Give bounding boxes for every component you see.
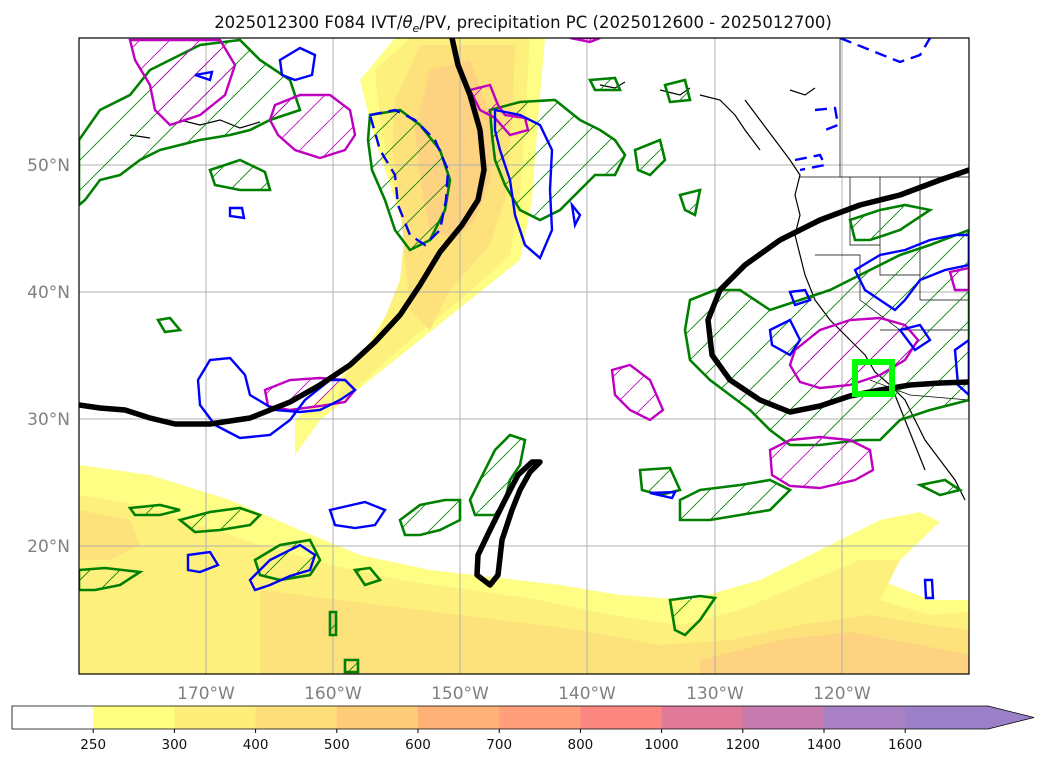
precip-area <box>678 478 793 522</box>
colorbar-segment <box>742 706 825 729</box>
lon-label: 130°W <box>686 684 744 704</box>
theta-neg-contour <box>788 288 812 307</box>
theta-neg-contour <box>953 338 969 397</box>
colorbar-tick-label: 700 <box>486 737 512 753</box>
theta-pos-area <box>128 38 237 127</box>
precip-area <box>398 498 462 537</box>
colorbar-segment <box>93 706 175 729</box>
colorbar-tick-label: 1400 <box>807 737 841 753</box>
precip-area <box>352 566 383 587</box>
lat-label: 40°N <box>27 283 70 303</box>
colorbar-segment <box>12 706 94 729</box>
theta-neg-contour <box>923 578 935 600</box>
precip-area <box>177 506 263 534</box>
theta-neg-contour <box>368 108 450 247</box>
lat-labels: 50°N 40°N 30°N 20°N <box>27 156 70 557</box>
theta-neg-contour <box>794 153 827 172</box>
colorbar-extend-arrow <box>988 706 1034 729</box>
colorbar-segment <box>905 706 988 729</box>
colorbar-tick-label: 600 <box>405 737 431 753</box>
lon-label: 150°W <box>431 684 489 704</box>
theta-neg-contours <box>186 38 969 600</box>
precip-area <box>633 138 667 177</box>
pv-contour <box>705 167 969 415</box>
colorbar-tick-label: 1600 <box>888 737 922 753</box>
precip-area <box>253 538 322 582</box>
pv-contour <box>474 459 543 588</box>
lon-labels: 170°W 160°W 150°W 140°W 130°W 120°W <box>177 684 871 704</box>
colorbar-segment <box>824 706 906 729</box>
ivt-south-400 <box>79 510 140 560</box>
precip-area <box>668 594 718 637</box>
theta-neg-contour <box>493 108 554 260</box>
colorbar-tick-label: 800 <box>568 737 594 753</box>
theta-neg-contour <box>853 233 969 312</box>
theta-pos-area <box>268 93 357 160</box>
precip-area <box>343 658 360 674</box>
precip-area <box>127 503 181 517</box>
lon-label: 160°W <box>304 684 362 704</box>
colorbar-segment <box>580 706 663 729</box>
colorbar-tick-label: 500 <box>324 737 350 753</box>
theta-neg-contour <box>649 490 677 500</box>
colorbar-tick-label: 300 <box>162 737 188 753</box>
theta-pos-area <box>948 266 969 292</box>
colorbar-tick-label: 250 <box>80 737 106 753</box>
theta-pos-contours <box>128 38 969 490</box>
lon-label: 170°W <box>177 684 235 704</box>
theta-neg-contour <box>248 543 317 592</box>
precip-area <box>468 433 527 517</box>
precip-area <box>328 610 338 637</box>
theta-neg-contour <box>196 356 357 440</box>
theta-neg-contour <box>194 70 214 82</box>
lat-label: 50°N <box>27 156 70 176</box>
theta-neg-contour <box>328 500 387 530</box>
theta-neg-contour <box>897 323 932 352</box>
target-box <box>852 359 895 397</box>
lon-label: 140°W <box>558 684 616 704</box>
map-frame <box>78 37 970 675</box>
theta-neg-contour <box>839 38 932 64</box>
colorbar-tick-label: 1000 <box>644 737 678 753</box>
pv-contours <box>79 38 969 588</box>
theta-pos-area <box>569 38 601 44</box>
map-panel <box>79 38 969 674</box>
precip-area <box>79 566 144 592</box>
colorbar-segment <box>661 706 744 729</box>
theta-pos-area <box>610 363 665 422</box>
pv-contour <box>79 38 487 427</box>
colorbar-segment <box>499 706 581 729</box>
theta-neg-contour <box>278 46 317 82</box>
ivt-south-500 <box>700 632 969 674</box>
colorbar <box>11 705 1035 730</box>
precip-area <box>663 78 692 104</box>
colorbar-tick-label: 400 <box>243 737 269 753</box>
precip-area <box>366 108 452 252</box>
theta-neg-contour <box>768 318 802 357</box>
precip-area <box>848 203 934 242</box>
precip-area <box>916 478 964 497</box>
colorbar-segment <box>255 706 338 729</box>
precip-area <box>208 158 272 192</box>
colorbar-segment <box>418 706 500 729</box>
theta-neg-contour <box>228 206 246 220</box>
colorbar-tick-label: 1200 <box>726 737 760 753</box>
figure-title: 2025012300 F084 IVT/θe/PV, precipitation… <box>214 13 832 35</box>
lat-label: 30°N <box>27 410 70 430</box>
theta-pos-area <box>788 316 920 390</box>
theta-neg-contour <box>186 550 220 574</box>
lon-label: 120°W <box>813 684 871 704</box>
colorbar-outline <box>11 705 1035 730</box>
colorbar-segment <box>336 706 419 729</box>
precip-area <box>587 76 622 92</box>
theta-neg-contour <box>570 200 582 229</box>
colorbar-segment <box>174 706 257 729</box>
colorbar-labels: 250 300 400 500 600 700 800 1000 1200 1400 1600 <box>80 729 922 753</box>
theta-neg-contour <box>814 106 840 134</box>
precip-area <box>155 316 183 334</box>
theta-pos-area <box>768 435 875 490</box>
precip-area <box>678 188 702 217</box>
lat-label: 20°N <box>27 537 70 557</box>
